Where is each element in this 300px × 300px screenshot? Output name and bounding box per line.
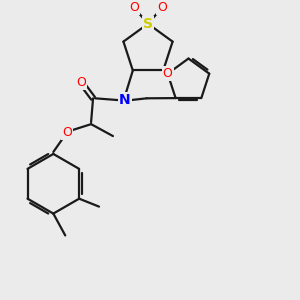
Text: O: O: [163, 67, 172, 80]
Text: O: O: [76, 76, 86, 89]
Text: N: N: [119, 93, 131, 107]
Text: O: O: [157, 1, 167, 14]
Text: O: O: [129, 1, 139, 14]
Text: S: S: [143, 17, 153, 31]
Text: O: O: [62, 126, 72, 139]
